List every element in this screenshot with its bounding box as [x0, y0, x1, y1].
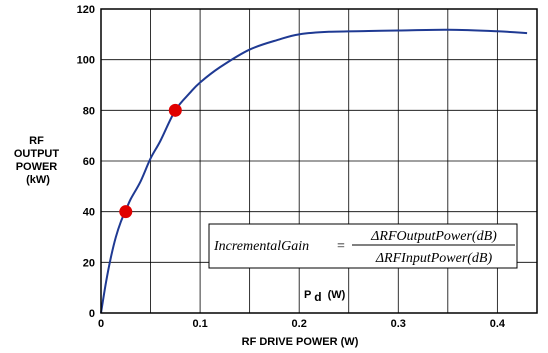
data-markers — [119, 103, 182, 219]
x-tick-label: 0 — [98, 318, 104, 330]
data-point-marker — [168, 103, 182, 117]
x-inner-label-sub: d — [314, 290, 321, 304]
x-axis-inner-label: P d (W) — [304, 289, 346, 304]
x-axis-title: RF DRIVE POWER (W) — [242, 336, 359, 348]
y-tick-label: 100 — [77, 55, 95, 67]
plot-frame — [100, 8, 538, 314]
formula-equals: = — [337, 239, 345, 254]
y-axis-title-line-1: RF — [29, 135, 44, 147]
formula-lhs: IncrementalGain — [213, 239, 309, 254]
x-tick-label: 0.3 — [391, 318, 406, 330]
x-tick-label: 0.4 — [490, 318, 506, 330]
y-tick-label: 20 — [83, 257, 95, 269]
y-tick-label: 40 — [83, 207, 95, 219]
tick-labels: 0 20 40 60 80 100 120 0 0.1 0.2 0.3 0.4 — [77, 4, 506, 330]
annotation-box — [208, 223, 518, 269]
series-line — [100, 28, 528, 314]
x-inner-label-main: P — [304, 289, 311, 301]
y-tick-label: 120 — [77, 4, 95, 16]
y-axis-title-line-2: OUTPUT — [14, 148, 60, 160]
x-tick-label: 0.2 — [292, 318, 307, 330]
x-inner-label-unit: (W) — [328, 289, 346, 301]
formula-denominator: ΔRFInputPower(dB) — [375, 251, 493, 266]
data-point-marker — [119, 205, 133, 219]
incremental-gain-annotation: IncrementalGain = ΔRFOutputPower(dB) ΔRF… — [208, 223, 518, 269]
y-axis-title-line-4: (kW) — [26, 174, 50, 186]
x-tick-label: 0.1 — [192, 318, 207, 330]
y-tick-label: 80 — [83, 105, 95, 117]
y-axis-title-line-3: POWER — [16, 161, 58, 173]
y-tick-label: 60 — [83, 156, 95, 168]
y-tick-label: 0 — [89, 308, 95, 320]
y-axis-title: RF OUTPUT POWER (kW) — [14, 135, 62, 186]
formula-numerator: ΔRFOutputPower(dB) — [370, 229, 497, 244]
